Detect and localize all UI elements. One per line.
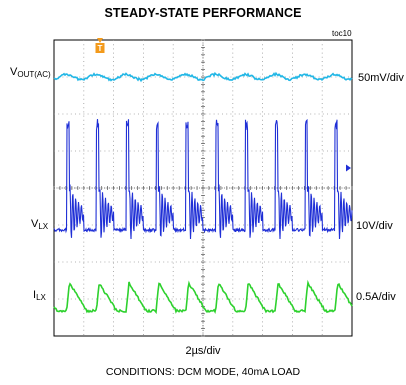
ilx-trace (53, 279, 353, 315)
ilx-label-sub: LX (36, 293, 46, 302)
vout-label-main: V (10, 66, 18, 78)
vlx-channel-label: VLX (31, 218, 48, 231)
trigger-box (95, 43, 105, 53)
figure-tag: toc10 (332, 29, 352, 38)
conditions-caption: CONDITIONS: DCM MODE, 40mA LOAD (105, 366, 301, 378)
ilx-label-main: I (33, 289, 37, 301)
trigger-arrow (97, 38, 103, 43)
vlx-scale: 10V/div (356, 220, 393, 232)
vout-channel-label: VOUT(AC) (10, 66, 51, 79)
vlx-label-main: V (31, 218, 39, 230)
ilx-scale: 0.5A/div (356, 291, 396, 303)
trigger-level-arrow (346, 164, 351, 172)
vlx-label-sub: LX (38, 222, 49, 231)
scope-grid (53, 39, 353, 337)
time-per-div: 2µs/div (185, 345, 221, 357)
trigger-label: T (98, 44, 103, 53)
trigger-marker: T (95, 38, 105, 53)
ilx-channel-label: ILX (33, 289, 46, 302)
vlx-trace (53, 118, 353, 240)
vout-scale: 50mV/div (358, 72, 404, 84)
vout-trace (53, 71, 353, 83)
chart-title: STEADY-STATE PERFORMANCE (104, 6, 302, 20)
vout-label-sub: OUT(AC) (17, 70, 51, 79)
